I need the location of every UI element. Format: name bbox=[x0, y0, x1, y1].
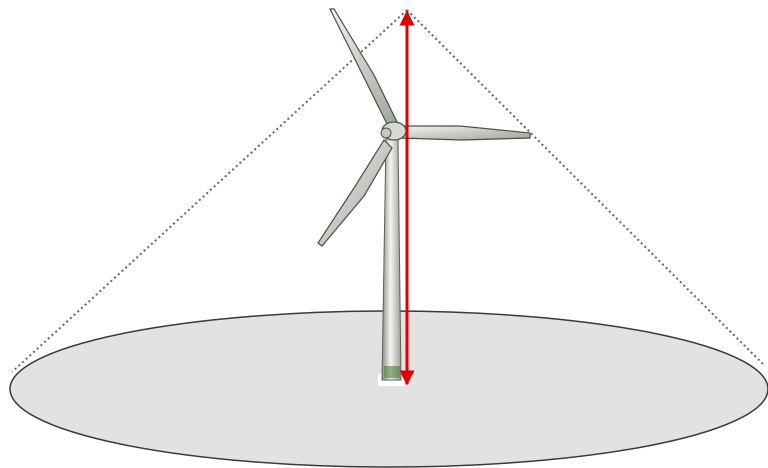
tower-foot bbox=[384, 366, 400, 378]
tower bbox=[381, 137, 402, 381]
hub bbox=[380, 127, 392, 139]
cone-line-left bbox=[11, 9, 408, 373]
blade-right bbox=[399, 125, 531, 141]
blade-down bbox=[317, 139, 393, 247]
cone-line-right bbox=[406, 9, 766, 367]
